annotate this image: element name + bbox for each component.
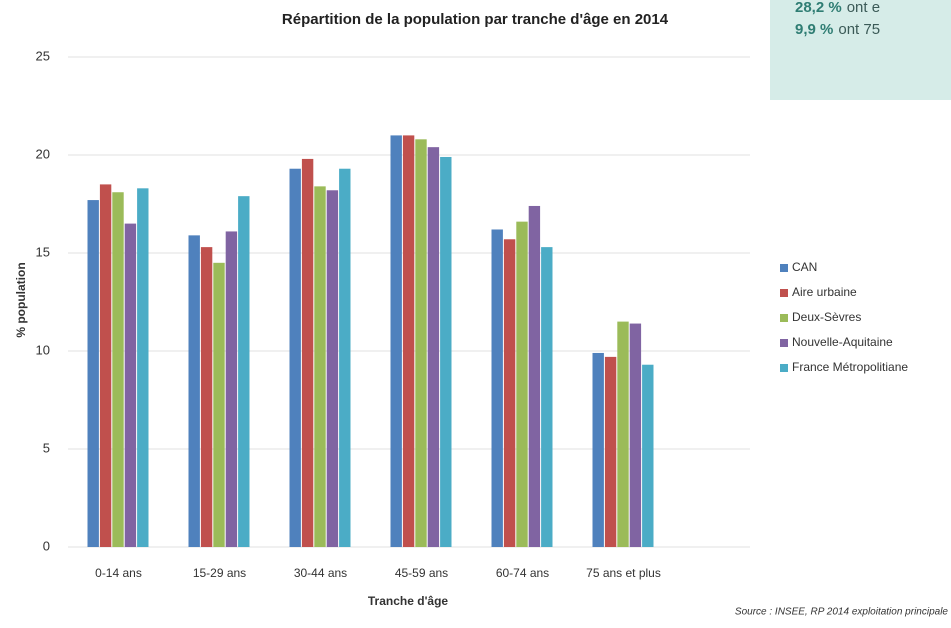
legend-swatch <box>780 289 788 297</box>
y-tick-label: 10 <box>36 342 50 357</box>
legend-label: France Métropolitiane <box>792 360 908 374</box>
bar <box>604 356 617 547</box>
y-axis-label: % population <box>14 262 28 337</box>
bar <box>289 168 301 547</box>
legend-label: CAN <box>792 260 817 274</box>
annotation-text: ont e <box>847 0 880 16</box>
bar <box>516 221 528 547</box>
bar <box>188 235 200 548</box>
bar <box>124 223 137 547</box>
bar <box>87 200 99 547</box>
x-tick-label: 0-14 ans <box>95 566 142 580</box>
bar <box>238 196 250 547</box>
legend-label: Deux-Sèvres <box>792 310 861 324</box>
bar <box>213 262 225 547</box>
y-tick-label: 15 <box>36 244 50 259</box>
legend-label: Nouvelle-Aquitaine <box>792 335 893 349</box>
bar <box>99 184 112 547</box>
annotation: 28,2 % ont e <box>795 0 880 16</box>
bar <box>301 158 314 548</box>
legend-swatch <box>780 264 788 272</box>
legend-swatch <box>780 364 788 372</box>
legend-label: Aire urbaine <box>792 285 857 299</box>
bar <box>440 156 452 547</box>
bar <box>402 135 415 547</box>
x-tick-label: 75 ans et plus <box>586 566 661 580</box>
annotation-value: 28,2 % <box>795 0 842 16</box>
x-tick-label: 60-74 ans <box>496 566 549 580</box>
x-tick-label: 30-44 ans <box>294 566 347 580</box>
bar <box>503 239 516 547</box>
bar <box>200 247 213 547</box>
legend-swatch <box>780 339 788 347</box>
annotation-value: 9,9 % <box>795 21 833 38</box>
legend-swatch <box>780 314 788 322</box>
bar <box>112 192 124 548</box>
chart-title: Répartition de la population par tranche… <box>282 11 669 28</box>
bar <box>528 205 541 547</box>
bar <box>427 147 440 547</box>
x-tick-label: 15-29 ans <box>193 566 246 580</box>
bar <box>541 247 553 547</box>
bar <box>592 352 604 547</box>
bar <box>642 364 654 547</box>
bar <box>415 139 427 547</box>
bar <box>617 321 629 547</box>
y-tick-label: 0 <box>43 538 50 553</box>
bar <box>629 323 642 547</box>
annotation: 9,9 % ont 75 <box>795 21 880 38</box>
bar <box>491 229 503 548</box>
source: Source : INSEE, RP 2014 exploitation pri… <box>735 607 949 618</box>
x-tick-label: 45-59 ans <box>395 566 448 580</box>
info-box <box>770 0 951 100</box>
bar <box>339 168 351 547</box>
annotation-text: ont 75 <box>838 21 880 38</box>
bar <box>314 186 326 548</box>
x-axis-label: Tranche d'âge <box>368 594 449 608</box>
y-tick-label: 25 <box>36 48 50 63</box>
bar <box>390 135 402 547</box>
y-tick-label: 20 <box>36 146 50 161</box>
bar <box>326 190 339 547</box>
y-tick-label: 5 <box>43 440 50 455</box>
bar <box>137 188 149 547</box>
bar <box>225 231 238 547</box>
